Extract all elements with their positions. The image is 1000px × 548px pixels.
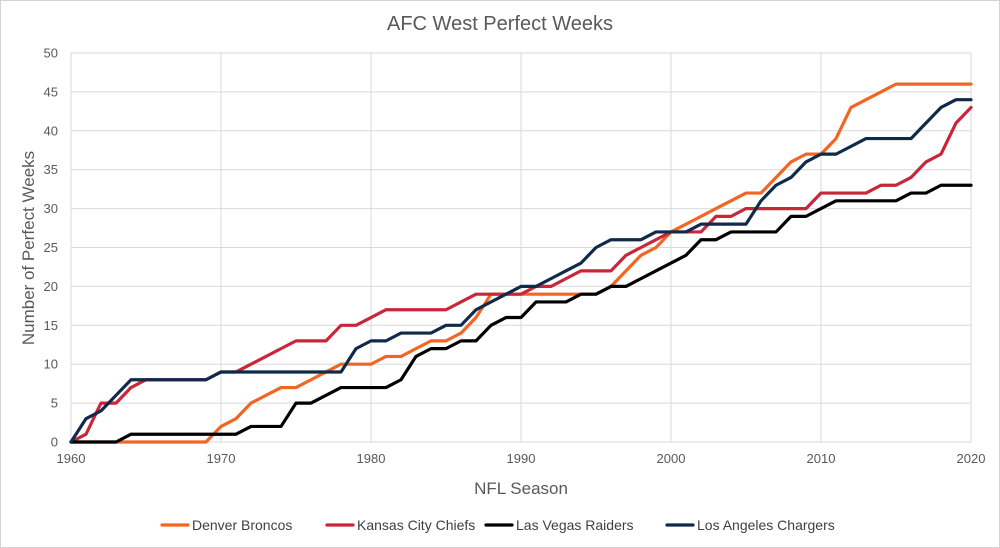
y-tick-label: 15 <box>44 318 58 333</box>
x-tick-label: 1980 <box>357 451 386 466</box>
chart-title: AFC West Perfect Weeks <box>387 13 613 35</box>
legend-label-denver-broncos: Denver Broncos <box>192 517 292 533</box>
series-lines <box>69 82 973 444</box>
x-tick-label: 2020 <box>957 451 986 466</box>
series-line-las-vegas-raiders <box>69 183 973 444</box>
legend-label-las-vegas-raiders: Las Vegas Raiders <box>516 517 634 533</box>
x-tick-label: 2010 <box>807 451 836 466</box>
legend: Denver Broncos Kansas City Chiefs Las Vega… <box>160 517 835 533</box>
x-tick-label: 1960 <box>57 451 86 466</box>
legend-label-los-angeles-chargers: Los Angeles Chargers <box>697 517 835 533</box>
y-tick-labels: 0 5 10 15 20 25 30 35 40 45 50 <box>44 46 58 450</box>
series-line-los-angeles-chargers <box>69 98 973 444</box>
y-tick-label: 30 <box>44 201 58 216</box>
y-axis-label: Number of Perfect Weeks <box>19 151 38 345</box>
y-tick-label: 35 <box>44 162 58 177</box>
y-tick-label: 10 <box>44 357 58 372</box>
x-axis-label: NFL Season <box>474 479 568 498</box>
y-tick-label: 5 <box>51 396 58 411</box>
x-tick-label: 1970 <box>207 451 236 466</box>
legend-label-kansas-city-chiefs: Kansas City Chiefs <box>357 517 475 533</box>
gridlines <box>70 52 972 443</box>
y-tick-label: 50 <box>44 46 58 61</box>
y-tick-label: 20 <box>44 279 58 294</box>
x-tick-label: 2000 <box>657 451 686 466</box>
x-tick-labels: 1960 1970 1980 1990 2000 2010 2020 <box>57 451 986 466</box>
y-tick-label: 40 <box>44 123 58 138</box>
y-tick-label: 25 <box>44 240 58 255</box>
x-tick-label: 1990 <box>507 451 536 466</box>
y-tick-label: 45 <box>44 84 58 99</box>
y-tick-label: 0 <box>51 435 58 450</box>
